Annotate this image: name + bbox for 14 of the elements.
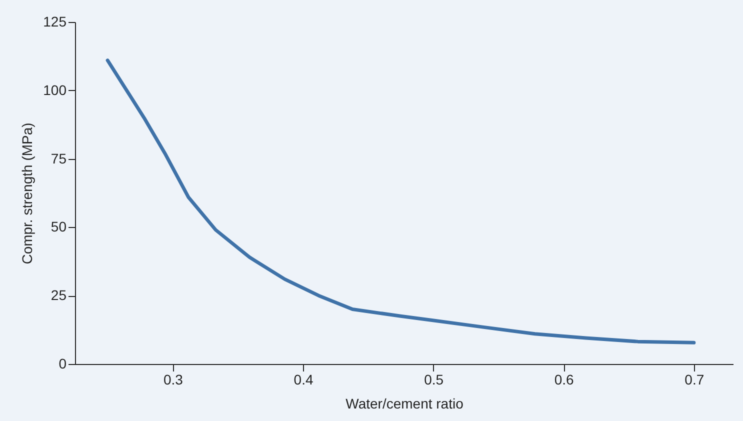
x-tick-label: 0.7: [684, 372, 704, 388]
y-axis-title: Compr. strength (MPa): [19, 122, 36, 264]
x-tick-label: 0.3: [163, 372, 184, 388]
y-tick-label: 25: [50, 287, 67, 304]
line-series: [106, 58, 696, 344]
x-tick-label: 0.4: [294, 372, 314, 388]
y-tick-label: 0: [58, 356, 67, 372]
y-tick-label: 125: [43, 14, 67, 30]
x-axis-title: Water/cement ratio: [346, 396, 464, 412]
x-tick-label: 0.6: [554, 372, 574, 388]
x-tick-label: 0.5: [424, 372, 444, 388]
y-tick-label: 100: [43, 82, 67, 98]
y-tick-label: 75: [50, 150, 67, 166]
y-tick-label: 50: [50, 218, 67, 235]
